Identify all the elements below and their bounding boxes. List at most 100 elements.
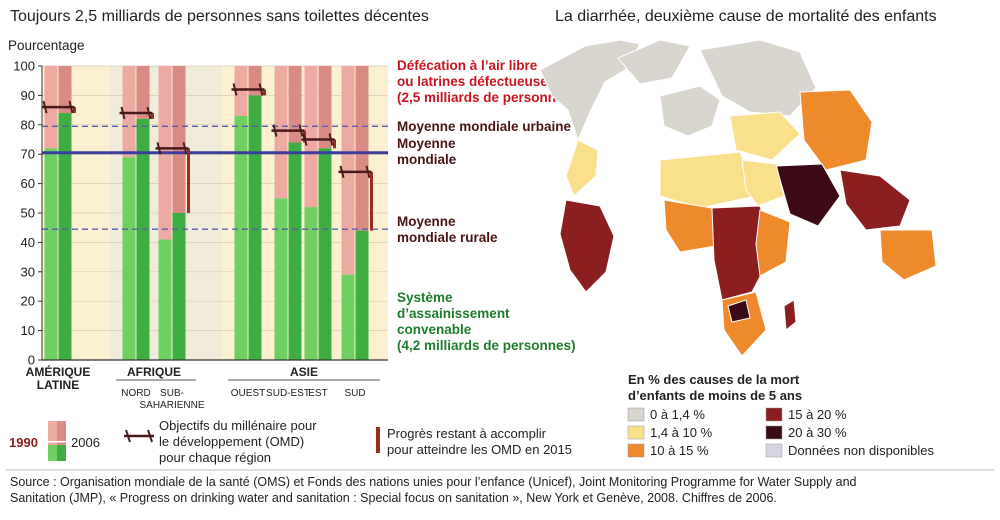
- map-madagascar: [783, 299, 797, 331]
- y-tick-label: 70: [21, 147, 35, 162]
- y-tick-label: 80: [21, 117, 35, 132]
- annotation-rural-0: Moyenne: [397, 214, 456, 229]
- map-middle-east: [741, 159, 785, 207]
- annotation-improved-2: convenable: [397, 322, 472, 337]
- map-east-africa: [755, 209, 791, 277]
- map-legend-title-2: d’enfants de moins de 5 ans: [628, 388, 802, 403]
- annotation-open-defecation-0: Défécation à l’air libre: [397, 58, 538, 73]
- bar-1990: [341, 274, 355, 360]
- annotation-world-0: Moyenne: [397, 136, 456, 151]
- progress-remaining-bar: [333, 139, 336, 149]
- legend-progress-line-1: Progrès restant à accomplir: [387, 426, 547, 441]
- target-markers: [41, 83, 373, 231]
- target-marker-cap: [302, 133, 308, 146]
- y-tick-label: 90: [21, 88, 35, 103]
- map-oceania: [879, 229, 937, 281]
- y-axis-label: Pourcentage: [8, 38, 85, 53]
- y-tick-label: 100: [13, 59, 35, 74]
- map-legend-label: 15 à 20 %: [788, 407, 847, 422]
- y-tick-label: 20: [21, 294, 35, 309]
- bar-2006: [58, 113, 72, 360]
- map-south-asia: [775, 163, 841, 227]
- annotation-world-1: mondiale: [397, 152, 457, 167]
- legend-bar-swatch: [48, 421, 66, 461]
- bar-1990: [304, 207, 318, 360]
- legend-target-icon: [124, 429, 154, 443]
- map-legend-label: 0 à 1,4 %: [650, 407, 705, 422]
- map-west-africa: [663, 199, 717, 253]
- bar-2006: [248, 95, 262, 361]
- legend-progress-icon: [376, 427, 380, 453]
- map-central-asia: [729, 111, 801, 161]
- progress-remaining-bar: [263, 89, 266, 96]
- bar-1990-deficit: [234, 66, 248, 116]
- legend-progress-line-2: pour atteindre les OMD en 2015: [387, 442, 572, 457]
- bar-1990-deficit: [341, 66, 355, 275]
- map-central-america: [565, 139, 599, 197]
- bar-2006: [172, 213, 186, 360]
- map-europe: [659, 85, 721, 137]
- target-marker-cap: [68, 100, 74, 114]
- reference-lines: [42, 125, 388, 230]
- progress-remaining-bar: [73, 107, 76, 114]
- target-marker-cap: [156, 142, 162, 155]
- chart-legend: 1990 2006 Objectifs du millénaire pour l…: [9, 418, 572, 465]
- map-central-africa-dark: [727, 299, 751, 323]
- map-legend-label: 10 à 15 %: [650, 443, 709, 458]
- map-east-asia: [799, 89, 873, 171]
- progress-remaining-bar: [370, 171, 373, 231]
- region-label: SUD-EST: [266, 388, 310, 399]
- annotation-rural-1: mondiale rurale: [397, 230, 498, 245]
- group-label-latin-america-2: LATINE: [37, 378, 79, 392]
- bar-2006-deficit: [318, 66, 332, 149]
- map-legend-label: Données non disponibles: [788, 443, 934, 458]
- annotation-open-defecation-1: ou latrines défectueuses: [397, 74, 555, 89]
- region-label: SUB-: [160, 388, 184, 399]
- bar-1990-deficit: [304, 66, 318, 208]
- region-sublabel: SAHARIENNE: [139, 400, 204, 411]
- region-label: EST: [308, 388, 327, 399]
- region-label: NORD: [121, 388, 150, 399]
- map-legend-swatch: [627, 443, 645, 458]
- bar-1990-deficit: [122, 66, 136, 158]
- map-legend-swatch: [627, 407, 645, 422]
- map-southeast-asia: [839, 169, 911, 231]
- bar-1990: [274, 198, 288, 360]
- y-tick-label: 60: [21, 176, 35, 191]
- target-marker-cap: [272, 124, 278, 137]
- bar-2006: [288, 142, 302, 360]
- bar-1990: [158, 239, 172, 360]
- map-north-africa: [659, 151, 757, 209]
- legend-year-2006: 2006: [71, 435, 100, 450]
- bar-1990: [44, 148, 58, 360]
- y-axis: 0 10 20 30 40 50 60 70 80 90 100: [13, 59, 388, 368]
- bar-2006-deficit: [355, 66, 369, 231]
- world-map: [539, 39, 937, 357]
- annotation-urban-0: Moyenne mondiale urbaine: [397, 119, 572, 134]
- bars: [44, 66, 369, 361]
- target-marker-cap: [328, 133, 334, 146]
- y-tick-label: 0: [28, 353, 35, 368]
- annotation-open-defecation-2: (2,5 milliards de personnes): [397, 90, 576, 105]
- target-marker-cap: [120, 106, 126, 120]
- y-tick-label: 40: [21, 235, 35, 250]
- progress-remaining-bar: [151, 113, 154, 119]
- target-marker-cap: [146, 106, 152, 120]
- bar-1990-deficit: [274, 66, 288, 199]
- y-tick-label: 10: [21, 323, 35, 338]
- map-legend-swatch: [627, 425, 645, 440]
- map-north-america: [539, 39, 641, 142]
- bar-2006: [136, 118, 150, 360]
- map-legend: En % des causes de la mort d’enfants de …: [627, 372, 934, 458]
- region-label: OUEST: [231, 388, 265, 399]
- target-marker-cap: [232, 83, 238, 96]
- bar-2006: [355, 230, 369, 360]
- progress-remaining-bar: [187, 148, 190, 213]
- bar-2006-deficit: [136, 66, 150, 119]
- annotation-improved-1: d’assainissement: [397, 306, 510, 321]
- map-south-america: [559, 199, 615, 293]
